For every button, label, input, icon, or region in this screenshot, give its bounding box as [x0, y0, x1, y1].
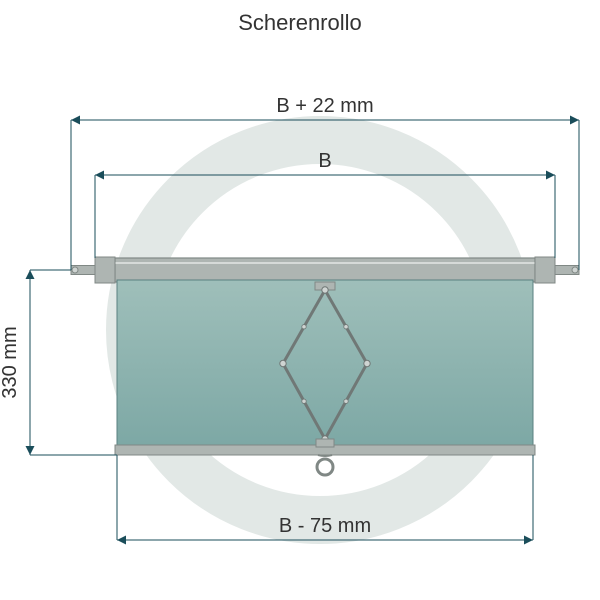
svg-text:B - 75 mm: B - 75 mm	[279, 515, 371, 537]
svg-text:B + 22 mm: B + 22 mm	[276, 95, 373, 117]
blind-fabric	[117, 280, 533, 445]
svg-text:330 mm: 330 mm	[0, 326, 21, 398]
svg-text:B: B	[318, 150, 331, 172]
pull-ring	[317, 459, 333, 475]
page-title: Scherenrollo	[238, 10, 362, 35]
